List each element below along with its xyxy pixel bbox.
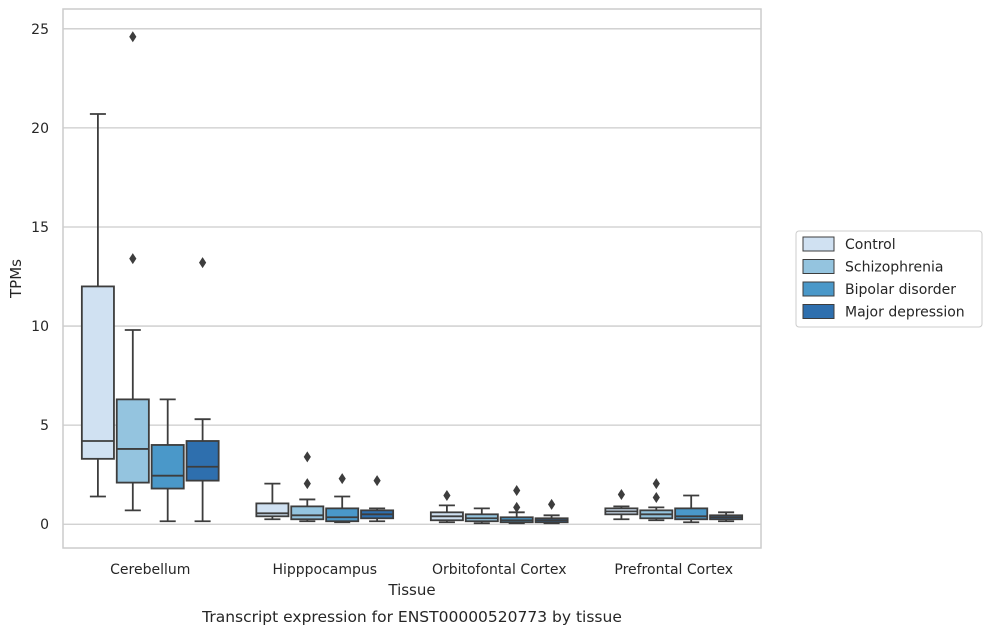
x-tick-label: Cerebellum: [110, 562, 190, 578]
outlier-point: [513, 485, 521, 497]
x-tick-labels: Cerebellum Hipppocampus Orbitofontal Corte…: [110, 562, 733, 578]
outlier-point: [443, 489, 451, 501]
box-iqr: [115, 398, 150, 484]
x-axis-label: Tissue: [387, 581, 435, 599]
x-tick-label: Orbitofontal Cortex: [432, 562, 567, 578]
outlier-point: [373, 475, 381, 487]
legend-label: Schizophrenia: [845, 260, 943, 276]
outlier-point: [199, 257, 207, 269]
legend: Control Schizophrenia Bipolar disorder Majo…: [795, 230, 983, 328]
outlier-point: [303, 478, 311, 490]
legend-frame: [795, 230, 983, 328]
outlier-point: [338, 473, 346, 485]
y-tick-label: 10: [31, 319, 49, 335]
chart-caption: Transcript expression for ENST0000052077…: [201, 608, 622, 626]
box-group: [290, 451, 325, 523]
legend-label: Major depression: [845, 305, 965, 321]
box-group: [255, 482, 290, 521]
y-tick-label: 25: [31, 22, 49, 38]
box-group: [464, 507, 499, 525]
legend-swatch: [802, 281, 835, 297]
box-group: [325, 473, 360, 524]
y-tick-label: 5: [40, 418, 49, 434]
box-group: [499, 485, 534, 525]
y-axis-label: TPMs: [7, 259, 25, 299]
box-iqr: [325, 507, 360, 523]
outlier-point: [513, 501, 521, 513]
plot-frame: [62, 8, 762, 549]
outlier-point: [652, 478, 660, 490]
legend-label: Control: [845, 237, 896, 253]
outlier-point: [303, 451, 311, 463]
legend-swatch: [802, 304, 835, 319]
box-group: [80, 113, 115, 498]
x-tick-label: Hipppocampus: [272, 562, 377, 578]
box-iqr: [80, 285, 115, 460]
box-group: [674, 494, 709, 524]
box-groups: [80, 31, 744, 525]
outlier-point: [652, 491, 660, 503]
box-iqr: [255, 502, 290, 518]
legend-swatch: [802, 236, 835, 252]
grid-lines: [63, 28, 761, 525]
box-iqr: [290, 505, 325, 521]
box-group: [639, 478, 674, 522]
box-group: [360, 475, 395, 523]
outlier-point: [129, 31, 137, 43]
legend-label: Bipolar disorder: [845, 282, 956, 298]
outlier-point: [548, 498, 556, 510]
box-group: [429, 489, 464, 524]
legend-swatch: [802, 259, 835, 274]
box-group: [150, 398, 185, 523]
box-group: [534, 498, 569, 525]
box-iqr: [185, 440, 220, 482]
y-tick-label: 15: [31, 220, 49, 236]
box-iqr: [674, 507, 709, 521]
box-iqr: [150, 444, 185, 490]
box-group: [115, 31, 150, 512]
y-tick-label: 0: [40, 517, 49, 533]
y-tick-labels: 0 5 10 15 20 25: [31, 22, 49, 533]
box-group: [709, 511, 744, 523]
box-group: [185, 257, 220, 523]
x-tick-label: Prefrontal Cortex: [614, 562, 733, 578]
outlier-point: [129, 253, 137, 265]
box-group: [604, 488, 639, 521]
outlier-point: [617, 488, 625, 500]
y-tick-label: 20: [31, 121, 49, 137]
